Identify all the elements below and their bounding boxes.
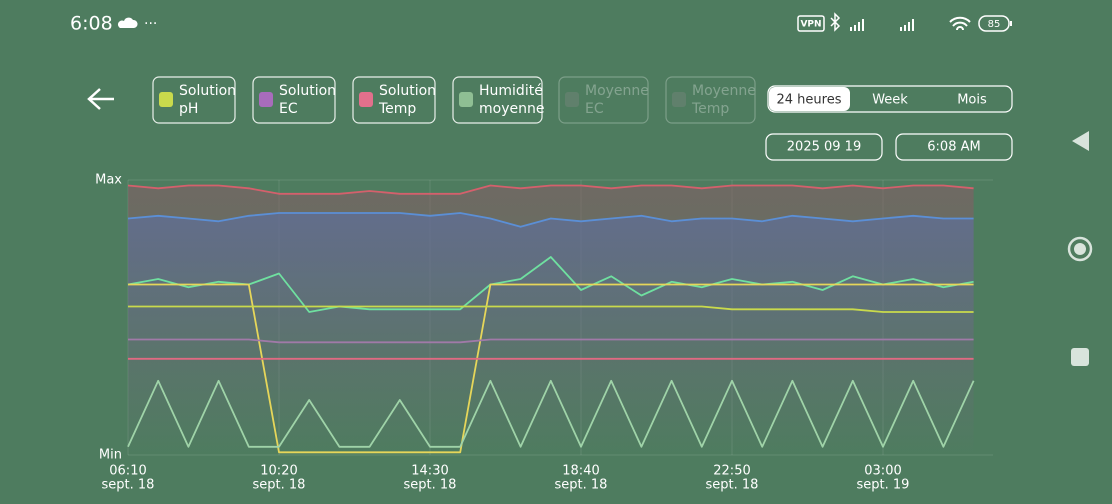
battery-box (978, 15, 1010, 32)
legend-button[interactable] (665, 76, 756, 124)
wifi-icon (949, 16, 971, 31)
x-tick-date: sept. 18 (555, 478, 608, 493)
legend-swatch (672, 92, 686, 107)
legend-label: Solution (179, 83, 236, 99)
x-tick-label: 10:20 (260, 464, 297, 479)
battery-tip (1010, 21, 1012, 26)
legend-button[interactable] (152, 76, 236, 124)
legend-swatch (159, 92, 173, 107)
legend-item[interactable]: Solution EC (252, 76, 336, 124)
series-line (127, 184, 974, 195)
legend-label: EC (585, 101, 604, 117)
time-label: 6:08 AM (927, 140, 980, 155)
x-tick-date: sept. 18 (706, 478, 759, 493)
legend-label: Solution (379, 83, 436, 99)
nav-home-dot (1074, 243, 1086, 255)
more-dots: ··· (144, 16, 157, 32)
legend-swatch (565, 92, 579, 107)
legend-swatch (359, 92, 373, 107)
nav-home[interactable] (1067, 236, 1093, 262)
legend-label: Solution (279, 83, 336, 99)
range-tabs (767, 85, 1013, 113)
legend-item[interactable]: Humidité moyenne (452, 76, 544, 124)
series-line (127, 212, 974, 228)
legend-label: Moyenne (692, 83, 756, 99)
series-line (128, 283, 974, 454)
time-picker[interactable] (895, 133, 1013, 161)
back-button[interactable] (87, 88, 114, 110)
series-line (127, 256, 974, 313)
x-tick-label: 14:30 (411, 464, 448, 479)
legend-label: Humidité (479, 83, 543, 99)
signal-icons (850, 19, 914, 31)
x-tick-label: 03:00 (864, 464, 901, 479)
legend-label: Moyenne (585, 83, 649, 99)
series-area (128, 213, 974, 455)
legend-button[interactable] (352, 76, 436, 124)
vpn-box (797, 15, 825, 32)
tab-label[interactable]: 24 heures (777, 93, 842, 108)
legend-label: pH (179, 101, 198, 117)
x-tick-label: 06:10 (109, 464, 146, 479)
x-tick-date: sept. 18 (404, 478, 457, 493)
legend-item[interactable]: Moyenne EC (558, 76, 649, 124)
bluetooth-icon (830, 12, 841, 32)
nav-back[interactable] (1072, 131, 1089, 151)
legend-label: EC (279, 101, 298, 117)
legend-label: Temp (691, 101, 729, 117)
x-tick-label: 22:50 (713, 464, 750, 479)
date-picker[interactable] (765, 133, 883, 161)
tab-selected (769, 87, 850, 111)
tab-label[interactable]: Week (872, 93, 908, 108)
cloud-icon (117, 17, 138, 28)
legend-button[interactable] (252, 76, 336, 124)
y-tick-label: Min (99, 448, 122, 463)
x-tick-date: sept. 18 (253, 478, 306, 493)
tab-label[interactable]: Mois (957, 93, 987, 108)
series-line (128, 338, 974, 344)
legend-button[interactable] (452, 76, 543, 124)
legend-label: Temp (378, 101, 416, 117)
series-line (128, 305, 974, 313)
legend-button[interactable] (558, 76, 649, 124)
nav-recents[interactable] (1071, 348, 1089, 366)
date-label: 2025 09 19 (787, 140, 861, 155)
x-tick-date: sept. 19 (857, 478, 910, 493)
legend-item[interactable]: Moyenne Temp (665, 76, 756, 124)
x-tick-label: 18:40 (562, 464, 599, 479)
x-tick-date: sept. 18 (102, 478, 155, 493)
y-tick-label: Max (95, 173, 122, 188)
vpn-label: VPN (800, 20, 821, 30)
legend-item[interactable]: Solution pH (152, 76, 236, 124)
legend-swatch (259, 92, 273, 107)
clock: 6:08 (70, 13, 113, 35)
legend-label: moyenne (479, 101, 544, 117)
series-line (127, 379, 975, 448)
legend-swatch (459, 92, 473, 107)
battery-level: 85 (988, 19, 1001, 30)
legend-item[interactable]: Solution Temp (352, 76, 436, 124)
